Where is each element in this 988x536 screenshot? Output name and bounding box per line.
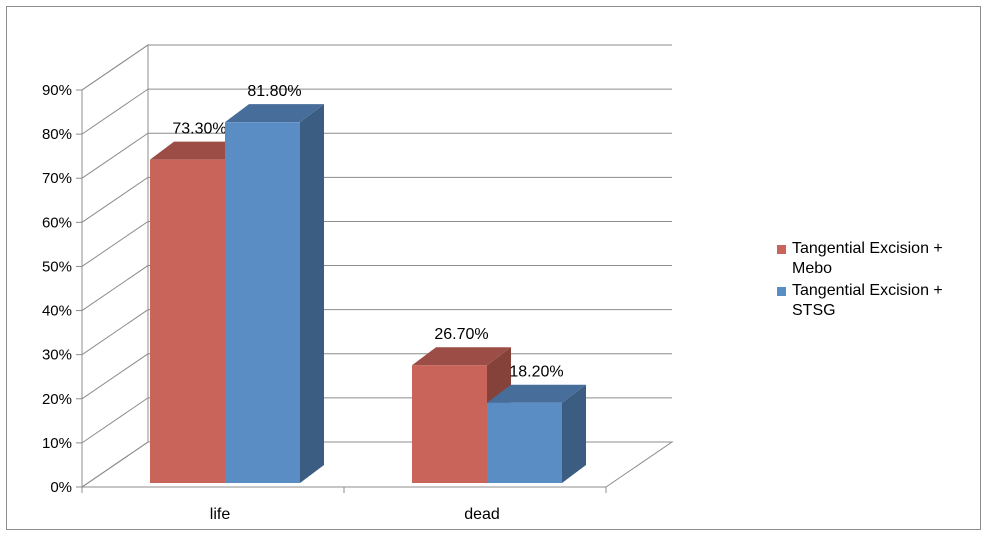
- data-label: 73.30%: [172, 121, 226, 138]
- y-tick-label: 90%: [42, 82, 72, 99]
- category-label: dead: [464, 506, 500, 523]
- bar: [487, 402, 562, 483]
- bar: [225, 122, 300, 483]
- y-tick-label: 70%: [42, 170, 72, 187]
- y-tick-label: 30%: [42, 347, 72, 364]
- gridline: [81, 176, 672, 223]
- bar-top: [225, 104, 324, 123]
- y-tick-label: 60%: [42, 214, 72, 231]
- y-tick-label: 10%: [42, 435, 72, 452]
- legend-label: Tangential Excision + Mebo: [792, 240, 943, 277]
- bar-chart-3d: 0% 10% 20% 30% 40% 50% 60% 70% 80% 90% 73.30% 81.80…: [42, 44, 674, 523]
- bar-top: [412, 347, 511, 366]
- y-tick-label: 20%: [42, 391, 72, 408]
- chart-frame: 0% 10% 20% 30% 40% 50% 60% 70% 80% 90% 73.30% 81.80…: [6, 6, 981, 530]
- y-tick-label: 40%: [42, 303, 72, 320]
- legend-item: Tangential Excision + STSG: [777, 281, 987, 321]
- y-tick-label: 50%: [42, 258, 72, 275]
- data-label: 18.20%: [509, 364, 563, 381]
- gridline: [81, 44, 672, 91]
- gridline: [81, 309, 672, 356]
- data-label: 26.70%: [434, 326, 488, 343]
- bar: [150, 159, 225, 483]
- gridline: [81, 265, 672, 311]
- y-tick-label: 80%: [42, 126, 72, 143]
- bar-top: [150, 141, 249, 160]
- bar-side: [300, 104, 324, 483]
- legend-item: Tangential Excision + Mebo: [777, 239, 987, 279]
- data-label: 81.80%: [247, 83, 301, 100]
- y-tick-label: 0%: [50, 479, 72, 496]
- legend-label: Tangential Excision + STSG: [792, 282, 943, 319]
- legend-swatch: [777, 245, 786, 254]
- gridline: [81, 88, 672, 135]
- bar-side: [562, 384, 586, 483]
- bar-top: [487, 384, 586, 403]
- gridline: [81, 220, 672, 267]
- bar: [412, 365, 487, 483]
- legend-swatch: [777, 287, 786, 296]
- gridline: [81, 132, 672, 179]
- legend: Tangential Excision + Mebo Tangential Exc…: [777, 239, 987, 323]
- category-label: life: [210, 506, 231, 523]
